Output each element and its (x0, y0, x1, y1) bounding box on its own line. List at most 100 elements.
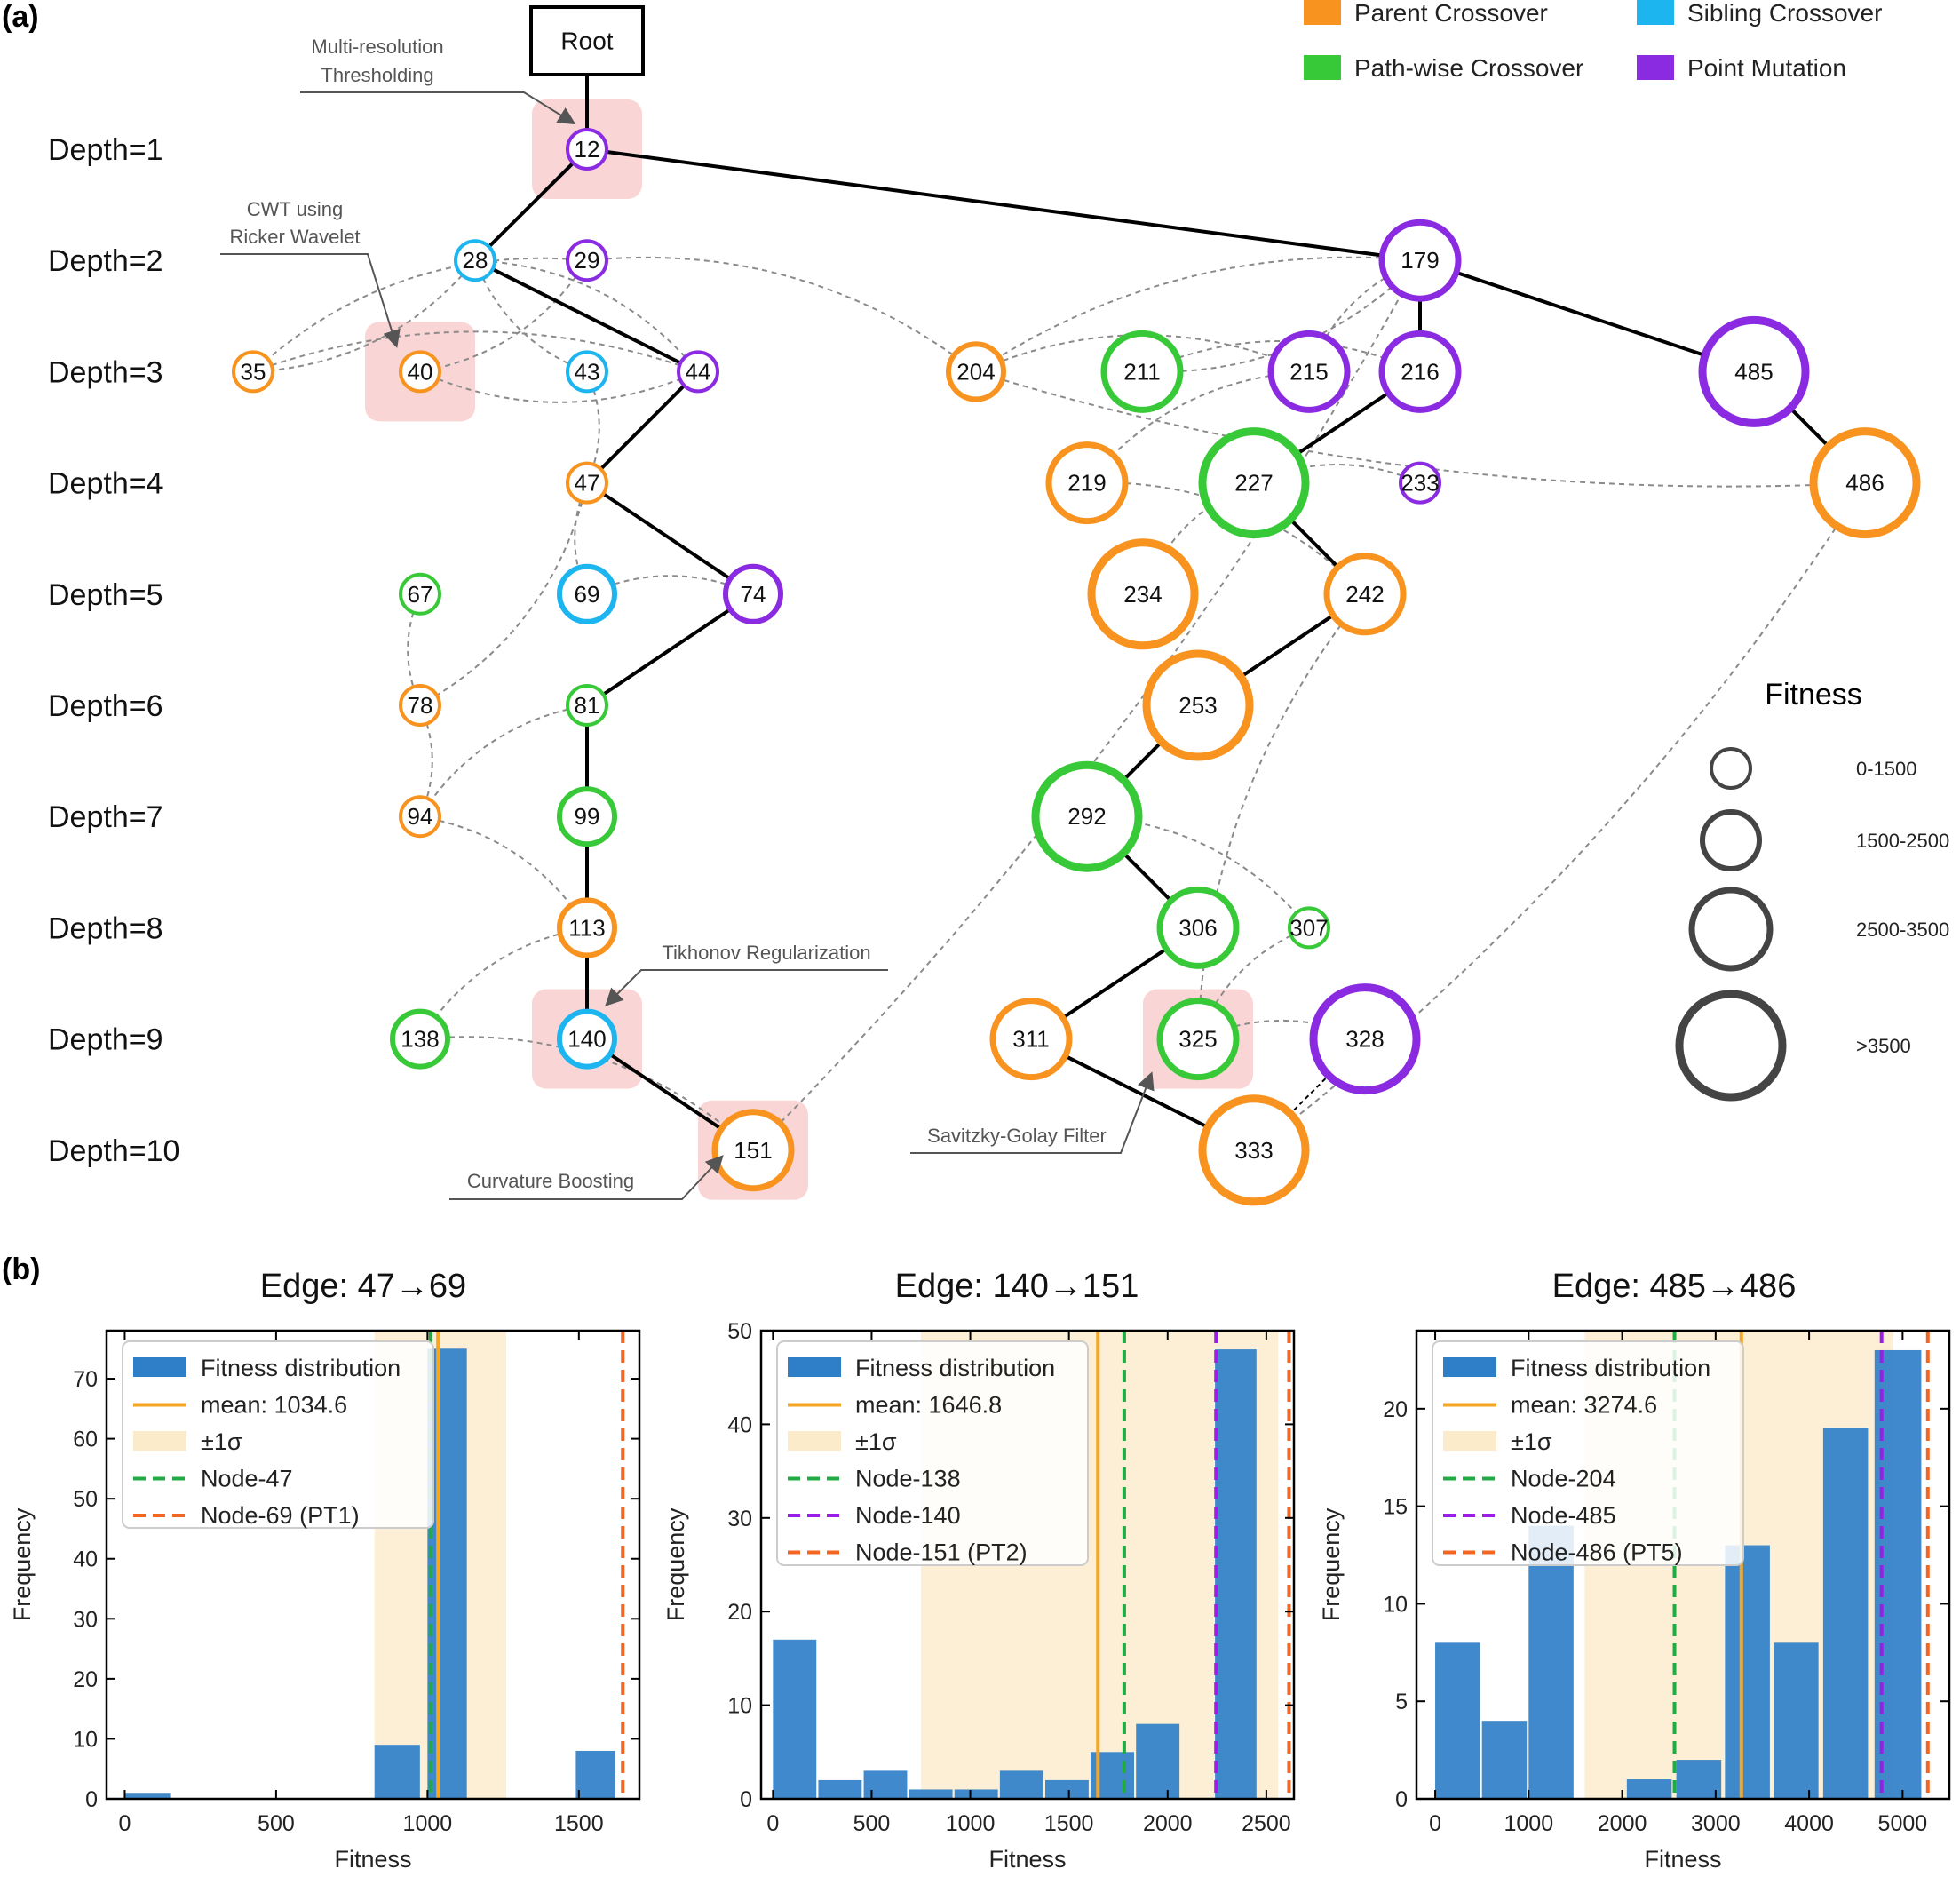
node-label-307: 307 (1289, 914, 1328, 941)
tree-node-242[interactable]: 242 (1323, 553, 1407, 636)
tree-node-292[interactable]: 292 (1031, 760, 1143, 872)
tree-node-325[interactable]: 325 (1156, 998, 1240, 1081)
node-label-306: 306 (1178, 914, 1217, 941)
tree-node-311[interactable]: 311 (989, 998, 1073, 1081)
tree-node-219[interactable]: 219 (1045, 441, 1129, 525)
y-tick-label-3-2: 5 (1395, 1690, 1408, 1714)
y-tick-label-1-8: 70 (73, 1367, 98, 1392)
y-tick-label-1-4: 30 (73, 1607, 98, 1632)
tree-node-227[interactable]: 227 (1198, 427, 1310, 539)
annotation-curvature: Curvature Boosting (449, 1155, 724, 1200)
crossover-link-35-44 (252, 330, 699, 373)
histogram-bar-3-8 (1822, 1428, 1869, 1799)
node-label-233: 233 (1401, 470, 1439, 497)
tree-node-211[interactable]: 211 (1100, 330, 1184, 413)
x-tick-label-3-4: 3000 (1691, 1811, 1741, 1836)
tree-node-43[interactable]: 43 (566, 350, 608, 394)
tree-node-233[interactable]: 233 (1399, 461, 1441, 505)
tree-node-99[interactable]: 99 (557, 786, 617, 847)
tree-node-138[interactable]: 138 (390, 1008, 450, 1070)
chart-legend-2: Fitness distribution mean: 1646.8 ±1σ Node-… (776, 1340, 1089, 1566)
node-label-44: 44 (686, 358, 711, 385)
y-tick-label-2-3: 20 (727, 1600, 752, 1625)
node-label-69: 69 (575, 581, 600, 608)
y-tick-label-2-4: 30 (727, 1507, 752, 1531)
tree-node-69[interactable]: 69 (557, 563, 617, 624)
legend-label-sibling: Sibling Crossover (1687, 0, 1882, 27)
node-circle-292 (1031, 760, 1143, 872)
histogram-bar-2-6 (999, 1770, 1043, 1799)
histogram-bar-2-7 (1045, 1779, 1089, 1799)
tree-node-35[interactable]: 35 (232, 350, 274, 394)
tree-node-12[interactable]: 12 (566, 128, 608, 171)
node-label-40: 40 (408, 358, 433, 385)
tree-node-215[interactable]: 215 (1267, 330, 1351, 413)
tree-node-485[interactable]: 485 (1698, 315, 1810, 427)
histogram-bar-2-10 (1215, 1349, 1257, 1799)
x-tick-label-2-3: 1000 (946, 1811, 996, 1836)
tree-node-140[interactable]: 140 (557, 1008, 617, 1070)
node-circle-325 (1156, 998, 1240, 1081)
tree-edge-74-81 (585, 593, 755, 707)
tree-edge-28-44 (474, 258, 699, 374)
node-circle-12 (566, 128, 608, 171)
tree-node-328[interactable]: 328 (1309, 983, 1421, 1095)
tree-node-29[interactable]: 29 (566, 239, 608, 282)
tree-node-67[interactable]: 67 (399, 572, 441, 616)
tree-node-234[interactable]: 234 (1087, 538, 1199, 650)
crossover-link-28-43 (474, 259, 588, 373)
x-tick-label-2-5: 2000 (1143, 1811, 1193, 1836)
node-label-81: 81 (575, 692, 600, 719)
tree-node-306[interactable]: 306 (1156, 886, 1240, 969)
node-label-204: 204 (956, 358, 995, 385)
tree-node-179[interactable]: 179 (1378, 219, 1462, 302)
tree-node-44[interactable]: 44 (677, 350, 719, 394)
tree-node-486[interactable]: 486 (1809, 427, 1921, 539)
tree-edge-12-28 (473, 147, 589, 262)
tree-node-113[interactable]: 113 (557, 897, 617, 958)
legend-swatch-pathwise (1304, 55, 1341, 80)
legend-entry-3-6: Node-486 (PT5) (1511, 1539, 1683, 1566)
legend-box-2 (776, 1340, 1089, 1566)
tree-node-204[interactable]: 204 (946, 341, 1006, 402)
histogram-bar-1-2 (374, 1745, 420, 1799)
tree-node-47[interactable]: 47 (566, 461, 608, 505)
tree-node-94[interactable]: 94 (399, 795, 441, 839)
node-label-216: 216 (1401, 358, 1439, 385)
node-label-242: 242 (1345, 581, 1384, 608)
tree-node-307[interactable]: 307 (1288, 906, 1330, 950)
node-label-219: 219 (1067, 470, 1106, 497)
node-circle-253 (1142, 649, 1254, 761)
chart-legend-1: Fitness distribution mean: 1034.6 ±1σ Node-… (122, 1340, 434, 1529)
x-tick-label-2-2: 500 (853, 1811, 891, 1836)
tree-node-253[interactable]: 253 (1142, 649, 1254, 761)
tree-node-216[interactable]: 216 (1378, 330, 1462, 413)
tree-node-74[interactable]: 74 (723, 563, 783, 624)
histogram-chart-3: Edge: 485→486 0 1000 2000 3000 4000 5000 0 5 10 15… (1318, 1268, 1951, 1873)
annotation-cwt: CWT using Ricker Wavelet (220, 198, 401, 348)
depth-label-8: Depth=8 (48, 911, 163, 945)
node-label-140: 140 (567, 1026, 606, 1053)
y-tick-label-3-5: 20 (1383, 1397, 1408, 1422)
root-node[interactable]: Root (529, 5, 645, 76)
tree-node-151[interactable]: 151 (711, 1109, 795, 1192)
legend-entry-1-4: Node-47 (201, 1466, 293, 1492)
legend-entry-3-5: Node-485 (1511, 1502, 1616, 1529)
tree-node-333[interactable]: 333 (1198, 1094, 1310, 1206)
fitness-legend-title: Fitness (1765, 678, 1862, 712)
chart-title-1: Edge: 47→69 (260, 1268, 466, 1305)
legend-entry-1-2: mean: 1034.6 (201, 1392, 347, 1419)
tree-node-40[interactable]: 40 (399, 350, 441, 394)
histogram-bar-3-4 (1626, 1779, 1672, 1799)
tree-node-28[interactable]: 28 (454, 239, 496, 282)
tree-node-78[interactable]: 78 (399, 684, 441, 727)
y-axis-label-3: Frequency (1318, 1507, 1345, 1621)
tree-node-81[interactable]: 81 (566, 684, 608, 727)
annotation-cwt-line1: CWT using (247, 198, 343, 220)
x-axis-label-3: Fitness (1644, 1846, 1721, 1873)
x-tick-label-3-3: 2000 (1598, 1811, 1647, 1836)
x-tick-label-3-2: 1000 (1504, 1811, 1554, 1836)
node-label-113: 113 (568, 914, 605, 941)
node-circle-40 (399, 350, 441, 394)
depth-label-2: Depth=2 (48, 244, 163, 278)
